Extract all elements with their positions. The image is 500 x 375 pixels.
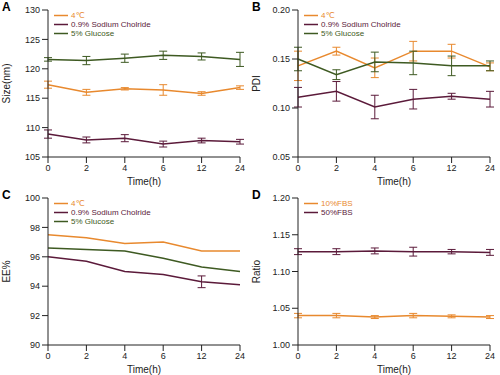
svg-text:96: 96 xyxy=(30,251,40,261)
svg-text:Time(h): Time(h) xyxy=(127,176,161,187)
svg-text:130: 130 xyxy=(25,5,40,15)
svg-text:0: 0 xyxy=(295,163,300,173)
svg-text:24: 24 xyxy=(485,351,492,361)
svg-text:EE%: EE% xyxy=(8,260,12,282)
svg-text:1.10: 1.10 xyxy=(272,266,290,276)
svg-text:6: 6 xyxy=(411,351,416,361)
svg-text:1.15: 1.15 xyxy=(272,229,290,239)
html-text:0.9% Sodium Cholride: 0.9% Sodium Cholride xyxy=(71,20,151,29)
svg-text:Time(h): Time(h) xyxy=(377,364,411,375)
html-text:5% Glucose: 5% Glucose xyxy=(71,29,115,38)
svg-text:0.10: 0.10 xyxy=(272,103,290,113)
svg-text:24: 24 xyxy=(485,163,492,173)
svg-text:24: 24 xyxy=(235,351,245,361)
svg-text:125: 125 xyxy=(25,35,40,45)
svg-text:4: 4 xyxy=(122,351,127,361)
svg-text:0.15: 0.15 xyxy=(272,54,290,64)
svg-text:2: 2 xyxy=(334,351,339,361)
svg-text:2: 2 xyxy=(84,351,89,361)
svg-text:100: 100 xyxy=(25,193,40,203)
svg-text:6: 6 xyxy=(161,163,166,173)
svg-text:Time(h): Time(h) xyxy=(127,364,161,375)
svg-text:2: 2 xyxy=(84,163,89,173)
svg-text:6: 6 xyxy=(411,163,416,173)
html-text:4℃: 4℃ xyxy=(71,11,85,20)
svg-text:105: 105 xyxy=(25,152,40,162)
svg-text:98: 98 xyxy=(30,222,40,232)
svg-text:Size(nm): Size(nm) xyxy=(8,63,12,103)
svg-text:PDI: PDI xyxy=(251,75,262,92)
html-text:0.9% Sodium Cholride: 0.9% Sodium Cholride xyxy=(71,207,151,217)
svg-text:12: 12 xyxy=(197,351,207,361)
svg-text:Ratio: Ratio xyxy=(251,259,262,283)
svg-text:1.20: 1.20 xyxy=(272,193,290,203)
svg-text:6: 6 xyxy=(161,351,166,361)
html-text:50%FBS: 50%FBS xyxy=(321,207,353,217)
html-text:A: A xyxy=(2,0,11,14)
svg-text:4: 4 xyxy=(372,163,377,173)
svg-text:0: 0 xyxy=(295,351,300,361)
svg-text:0.05: 0.05 xyxy=(272,152,290,162)
svg-text:0.20: 0.20 xyxy=(272,5,290,15)
svg-text:1.05: 1.05 xyxy=(272,303,290,313)
html-text:5% Glucose: 5% Glucose xyxy=(71,216,115,226)
html-text:B: B xyxy=(252,0,261,14)
svg-text:120: 120 xyxy=(25,64,40,74)
svg-text:1.00: 1.00 xyxy=(272,340,290,350)
svg-text:2: 2 xyxy=(334,163,339,173)
svg-text:92: 92 xyxy=(30,310,40,320)
svg-text:4: 4 xyxy=(122,163,127,173)
svg-text:Time(h): Time(h) xyxy=(377,176,411,187)
html-text:4℃: 4℃ xyxy=(71,198,85,208)
svg-text:12: 12 xyxy=(197,163,207,173)
html-text:4℃: 4℃ xyxy=(321,11,335,20)
svg-text:115: 115 xyxy=(26,93,40,103)
html-text:10%FBS: 10%FBS xyxy=(321,198,353,208)
svg-text:110: 110 xyxy=(26,123,40,133)
svg-text:24: 24 xyxy=(235,163,245,173)
svg-text:90: 90 xyxy=(30,340,40,350)
html-text:5% Glucose: 5% Glucose xyxy=(321,29,365,38)
svg-text:12: 12 xyxy=(447,351,457,361)
svg-text:94: 94 xyxy=(30,281,40,291)
svg-text:4: 4 xyxy=(372,351,377,361)
html-text:D: D xyxy=(252,187,261,202)
svg-text:0: 0 xyxy=(45,163,50,173)
html-text:0.9% Sodium Cholride: 0.9% Sodium Cholride xyxy=(321,20,401,29)
svg-text:12: 12 xyxy=(447,163,457,173)
html-text:C: C xyxy=(2,187,11,202)
svg-text:0: 0 xyxy=(45,351,50,361)
